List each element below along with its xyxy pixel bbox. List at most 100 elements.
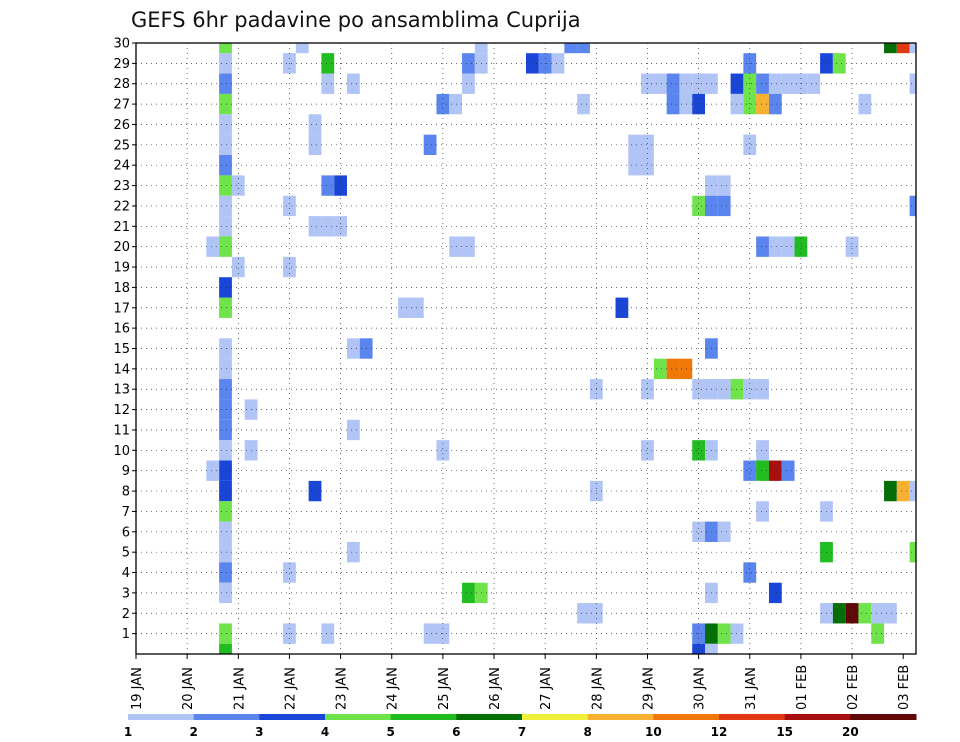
heatmap-cell (219, 521, 232, 542)
heatmap-cell (346, 541, 360, 563)
heatmap-cell (768, 582, 782, 604)
heatmap-cell (768, 73, 782, 94)
heatmap-cell (884, 603, 897, 624)
heatmap-cell (756, 501, 769, 522)
colorbar-label: 4 (321, 725, 329, 739)
colorbar-label: 20 (842, 725, 859, 739)
y-tick-label: 22 (113, 199, 130, 214)
heatmap-cell (308, 216, 322, 237)
heatmap-cell (219, 582, 232, 604)
heatmap-cell (334, 175, 347, 196)
heatmap-cell (449, 93, 463, 115)
colorbar-swatch (193, 714, 260, 720)
chart-title: GEFS 6hr padavine po ansamblima Cuprija (131, 8, 581, 32)
heatmap-cell (896, 480, 910, 502)
heatmap-cell (346, 338, 360, 359)
heatmap-cell (321, 175, 335, 196)
y-tick-label: 21 (113, 220, 130, 235)
heatmap-cell (909, 43, 916, 54)
heatmap-cell (717, 195, 731, 217)
x-tick-label: 20 JAN (181, 667, 196, 710)
heatmap-cell (832, 53, 846, 74)
heatmap-cell (231, 256, 245, 278)
heatmap-cell (807, 73, 821, 94)
heatmap-cell (219, 43, 232, 54)
heatmap-cell (206, 236, 220, 257)
heatmap-cell (219, 93, 232, 115)
heatmap-cell (832, 603, 846, 624)
heatmap-cell (692, 195, 706, 217)
heatmap-cell (679, 73, 693, 94)
heatmap-cell (577, 603, 590, 624)
heatmap-cell (564, 43, 578, 54)
heatmap-cell (219, 419, 232, 441)
y-tick-label: 25 (113, 138, 130, 153)
colorbar-swatch (325, 714, 392, 720)
x-tick-label: 30 JAN (693, 667, 708, 710)
colorbar-label: 6 (452, 725, 460, 739)
heatmap-cell (717, 379, 731, 400)
heatmap-cell (768, 93, 782, 115)
heatmap-cell (423, 623, 437, 644)
heatmap-cell (219, 643, 232, 654)
y-tick-label: 16 (113, 322, 130, 337)
x-tick-label: 01 FEB (795, 665, 810, 710)
heatmap-cell (219, 216, 232, 237)
heatmap-cell (743, 134, 757, 156)
heatmap-cell (743, 93, 757, 115)
heatmap-cell (641, 155, 654, 176)
heatmap-cell (717, 175, 731, 196)
y-tick-label: 11 (113, 423, 130, 438)
y-tick-label: 14 (113, 362, 130, 377)
heatmap-cell (219, 480, 232, 502)
x-tick-label: 31 JAN (744, 667, 759, 710)
heatmap-cell (321, 73, 335, 94)
heatmap-cell (909, 73, 916, 94)
colorbar-swatch (456, 714, 523, 720)
y-tick-label: 4 (122, 566, 130, 581)
heatmap-cell (462, 582, 475, 604)
heatmap-cell (717, 623, 731, 644)
heatmap-cell (858, 603, 872, 624)
heatmap-cell (295, 43, 309, 54)
heatmap-cell (283, 256, 296, 278)
heatmap-cell (692, 440, 706, 461)
heatmap-cell (321, 623, 335, 644)
x-tick-label: 26 JAN (488, 667, 503, 710)
y-tick-label: 6 (122, 525, 130, 540)
heatmap-cell (219, 562, 232, 583)
heatmap-cell (577, 93, 590, 115)
y-tick-label: 20 (113, 240, 130, 255)
colorbar-label: 10 (645, 725, 662, 739)
heatmap-cell (462, 53, 475, 74)
x-axis: 19 JAN 20 JAN 21 JAN 22 JAN 23 JAN 24 JAN 25 J… (130, 654, 912, 710)
heatmap-cell (346, 419, 360, 441)
heatmap-cell (462, 236, 475, 257)
heatmap-cell (705, 643, 718, 654)
x-tick-label: 03 FEB (897, 665, 912, 710)
colorbar-label: 12 (711, 725, 728, 739)
heatmap-cell (219, 73, 232, 94)
colorbar: 1 2 3 4 5 6 7 8 10 12 15 20 (124, 714, 917, 739)
y-tick-label: 13 (113, 383, 130, 398)
heatmap-cell (743, 562, 757, 583)
y-tick-label: 7 (122, 505, 130, 520)
heatmap-cell (308, 114, 322, 135)
heatmap-cell (666, 358, 680, 380)
heatmap-cell (219, 541, 232, 563)
heatmap-cell (717, 521, 731, 542)
heatmap-cell (845, 236, 859, 257)
heatmap-cell (449, 236, 463, 257)
y-tick-label: 3 (122, 586, 130, 601)
x-tick-label: 29 JAN (641, 667, 656, 710)
colorbar-swatch (850, 714, 917, 720)
heatmap-cell (423, 134, 437, 156)
colorbar-label: 8 (583, 725, 591, 739)
y-tick-label: 28 (113, 77, 130, 92)
heatmap-cell (756, 440, 769, 461)
heatmap-cell (219, 53, 232, 74)
heatmap-cell (653, 358, 667, 380)
colorbar-label: 15 (776, 725, 793, 739)
x-tick-label: 02 FEB (846, 665, 861, 710)
